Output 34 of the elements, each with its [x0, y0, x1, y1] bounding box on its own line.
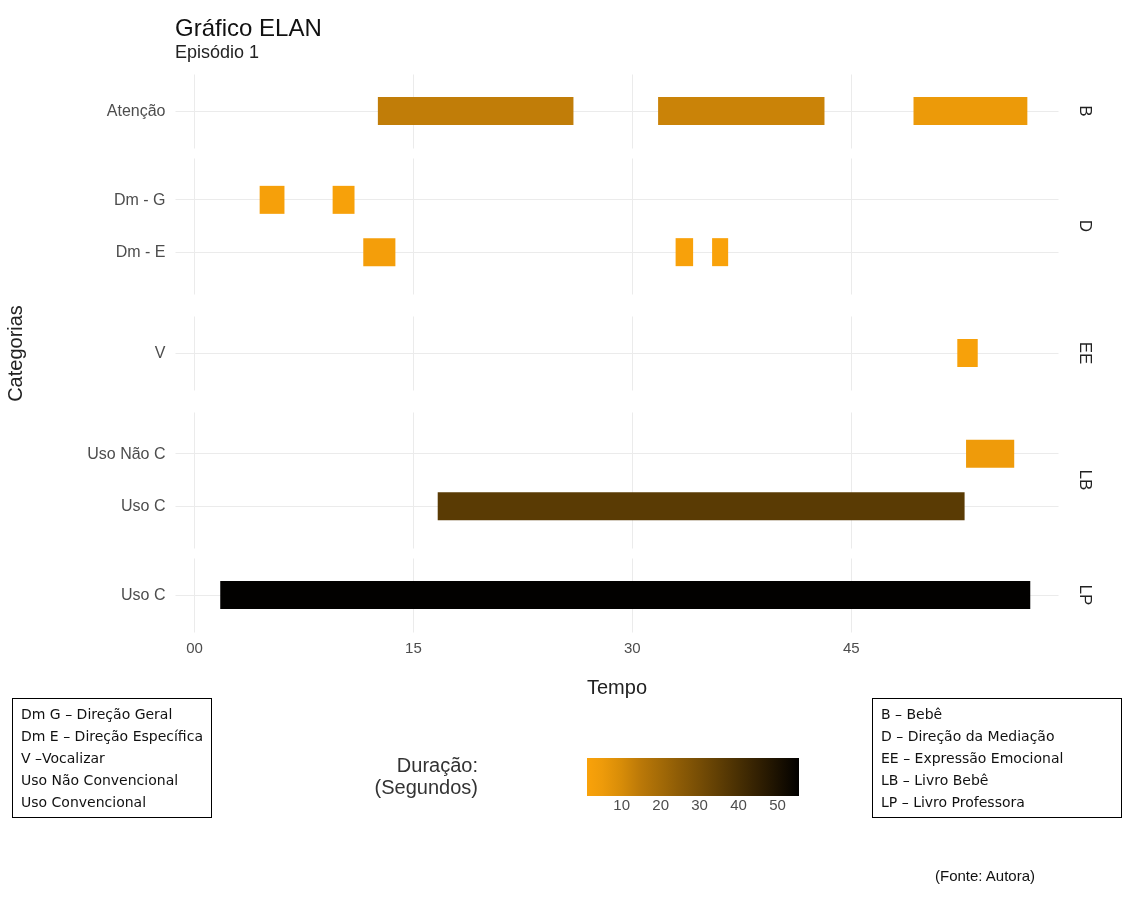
x-axis-title: Tempo: [586, 675, 648, 698]
y-tick-label: Uso Não C: [87, 444, 166, 462]
bar: [675, 238, 694, 267]
bar: [332, 185, 355, 214]
color-bar-title: Duração: (Segundos): [374, 754, 478, 798]
chart-subtitle: Episódio 1: [175, 42, 260, 62]
text: (Fonte: Autora): [935, 866, 1036, 886]
y2-axis-title: LB: [1076, 469, 1095, 491]
y-tick-label: Dm - G: [113, 190, 166, 208]
y2-axis-title: LP: [1076, 584, 1095, 606]
color-bar-label: 30: [691, 796, 708, 813]
y-tick-label: Atenção: [106, 102, 166, 119]
text: Dm G – Direção Geral Dm E – Direção Específica V –Vocalizar Uso Não Convencional Uso Convencional: [12, 698, 212, 818]
y2-axis-title: B: [1076, 105, 1095, 117]
x-tick-label: 45: [842, 638, 860, 656]
x-tick-label: 15: [405, 638, 422, 656]
x-tick-label: 00: [186, 638, 203, 656]
color-bar-label: 50: [769, 796, 786, 813]
y2-axis-title: D: [1076, 219, 1095, 233]
bar: [363, 238, 396, 267]
bar: [259, 185, 285, 214]
bar: [712, 238, 729, 267]
x-tick-label: 30: [623, 638, 641, 656]
y-tick-label: Uso C: [121, 497, 166, 515]
y-tick-label: V: [154, 344, 166, 361]
color-bar-label: 40: [730, 796, 747, 813]
color-bar-label: 20: [652, 796, 669, 813]
y-axis-title: Categorias: [3, 305, 26, 402]
text: B – Bebê D – Direção da Mediação EE – Expressão Emocional LB – Livro Bebê LP – Livro Professora: [872, 698, 1122, 818]
chart-title: Gráfico ELAN: [175, 14, 322, 41]
color-bar-label: 10: [613, 796, 631, 813]
y2-axis-title: EE: [1076, 341, 1095, 365]
y-tick-label: Dm - E: [115, 243, 166, 261]
y-tick-label: Uso C: [121, 586, 166, 603]
